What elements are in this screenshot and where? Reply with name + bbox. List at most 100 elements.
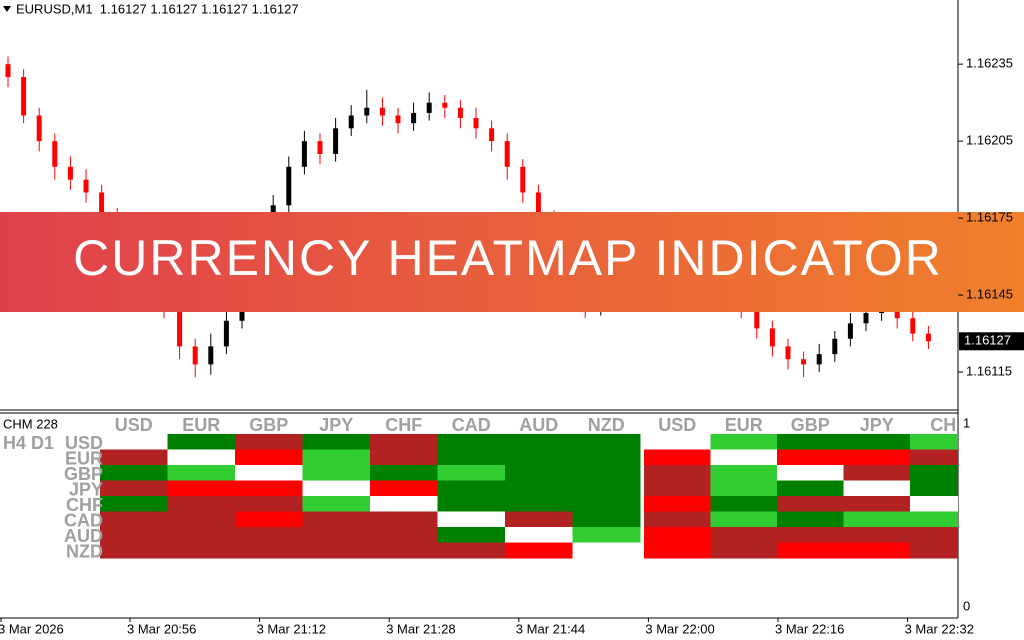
heat-cell: [302, 527, 371, 543]
heat-cell: [370, 465, 438, 481]
heat-cell: [437, 465, 506, 481]
row-label: EUR: [65, 448, 103, 468]
heat-cell: [843, 434, 911, 450]
heat-cell: [910, 480, 958, 497]
column-header: CHF: [385, 415, 422, 435]
scale-label: 1: [963, 415, 970, 430]
heat-cell: [644, 511, 711, 528]
heat-cell: [910, 434, 958, 450]
heat-cell: [302, 496, 371, 512]
column-header: EUR: [182, 415, 220, 435]
candle-body: [489, 128, 495, 142]
heat-cell: [710, 511, 778, 528]
heat-cell: [100, 465, 168, 481]
heat-cell: [910, 449, 958, 466]
heat-cell: [505, 496, 573, 512]
heat-cell: [437, 527, 506, 543]
candle-body: [894, 307, 900, 319]
heat-cell: [572, 542, 641, 559]
heat-cell: [910, 465, 958, 481]
heat-cell: [710, 496, 778, 512]
heat-cell: [710, 527, 778, 543]
column-header: GBP: [249, 415, 288, 435]
heat-cell: [302, 511, 371, 528]
candle-body: [177, 307, 183, 347]
banner-title: CURRENCY HEATMAP INDICATOR: [73, 230, 943, 286]
column-header: CAD: [452, 415, 491, 435]
candle-body: [192, 346, 198, 365]
heat-cell: [843, 496, 911, 512]
heat-cell: [777, 480, 844, 497]
candle-body: [426, 102, 432, 113]
heat-cell: [777, 542, 844, 559]
heat-cell: [572, 434, 641, 450]
heat-cell: [370, 542, 438, 559]
menu-arrow[interactable]: [3, 6, 11, 12]
candle-body: [99, 192, 105, 219]
current-price-label: 1.16127: [964, 333, 1011, 348]
heat-cell: [777, 496, 844, 512]
row-label: AUD: [64, 526, 103, 546]
heat-cell: [370, 527, 438, 543]
heat-cell: [167, 527, 236, 543]
heat-cell: [644, 542, 711, 559]
heat-cell: [167, 496, 236, 512]
banner: [0, 212, 1024, 312]
heat-cell: [505, 542, 573, 559]
heat-cell: [644, 527, 711, 543]
heat-cell: [100, 496, 168, 512]
heat-cell: [167, 480, 236, 497]
heat-cell: [235, 511, 303, 528]
heat-cell: [302, 465, 371, 481]
heat-cell: [710, 542, 778, 559]
heat-cell: [302, 480, 371, 497]
heat-cell: [910, 542, 958, 559]
candle-body: [5, 64, 11, 77]
heat-cell: [710, 434, 778, 450]
column-header: CH: [930, 415, 956, 435]
candle-body: [379, 107, 385, 116]
heat-cell: [437, 434, 506, 450]
candle-body: [286, 166, 292, 206]
y-tick-label: 1.16235: [966, 56, 1013, 71]
heat-cell: [437, 496, 506, 512]
heat-cell: [100, 434, 168, 450]
heat-cell: [777, 449, 844, 466]
heat-cell: [910, 496, 958, 512]
x-tick-label: 3 Mar 21:28: [386, 621, 455, 636]
indicator-name: CHM 228: [3, 416, 58, 431]
heat-cell: [100, 480, 168, 497]
x-tick-label: 3 Mar 22:32: [905, 621, 974, 636]
row-label: NZD: [66, 541, 103, 561]
heat-cell: [437, 449, 506, 466]
heat-cell: [843, 511, 911, 528]
heat-cell: [100, 511, 168, 528]
heat-cell: [843, 527, 911, 543]
candle-body: [67, 166, 73, 180]
column-header: JPY: [860, 415, 894, 435]
heat-cell: [167, 542, 236, 559]
candle-body: [473, 118, 479, 129]
column-header: GBP: [791, 415, 830, 435]
heat-cell: [505, 465, 573, 481]
heat-cell: [370, 449, 438, 466]
heat-cell: [167, 449, 236, 466]
heat-cell: [302, 449, 371, 466]
candle-body: [847, 323, 853, 339]
heat-cell: [777, 465, 844, 481]
heat-cell: [910, 527, 958, 543]
y-tick-label: 1.16175: [966, 210, 1013, 225]
candle-body: [457, 107, 463, 119]
candle-body: [863, 313, 869, 324]
row-label: CHF: [66, 495, 103, 515]
row-label: CAD: [64, 510, 103, 530]
candle-body: [520, 166, 526, 193]
heat-cell: [235, 527, 303, 543]
x-tick-label: 3 Mar 21:12: [257, 621, 326, 636]
row-label: JPY: [69, 479, 103, 499]
heat-cell: [644, 480, 711, 497]
candle-body: [816, 354, 822, 365]
heat-cell: [167, 511, 236, 528]
heat-cell: [302, 434, 371, 450]
